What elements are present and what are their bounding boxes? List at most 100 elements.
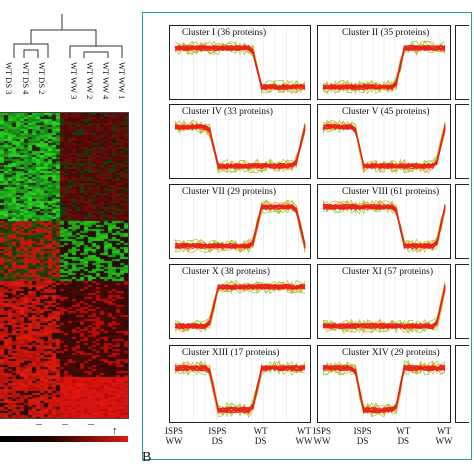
cluster-plot: Cluster I (36 proteins): [169, 25, 311, 100]
protein-profile-line: [322, 365, 446, 413]
scale-marker: ↑: [112, 425, 118, 437]
cluster-plot: Cluster VII (29 proteins): [169, 184, 311, 259]
protein-profile-line: [322, 364, 446, 414]
protein-profile-line: [322, 285, 446, 330]
x-axis-label-line2: WW: [165, 436, 183, 446]
cluster-profile-lines: [322, 26, 446, 99]
cluster-profile-lines: [322, 265, 446, 338]
x-axis-label: WT DS: [389, 426, 417, 446]
cluster-plot-partial: [455, 104, 469, 179]
x-axis-label-line1: WT: [396, 426, 411, 436]
x-axis-label-line1: WT: [253, 426, 268, 436]
cluster-plot: Cluster IV (33 proteins): [169, 104, 311, 179]
color-scale: [0, 436, 128, 442]
x-axis-label-line1: WT: [437, 426, 451, 436]
cluster-title: Cluster XI (57 proteins): [342, 267, 434, 277]
protein-profile-line: [174, 124, 306, 170]
cluster-title: Cluster VII (29 proteins): [182, 187, 277, 197]
cluster-plot: Cluster II (35 proteins): [317, 25, 451, 100]
protein-profile-line: [174, 364, 306, 412]
cluster-title: Cluster VIII (61 proteins): [342, 187, 440, 197]
x-axis-label-line2: DS: [211, 436, 224, 446]
x-axis-label: ISPS DS: [349, 426, 377, 446]
protein-profile-line: [174, 45, 306, 90]
cluster-title: Cluster IV (33 proteins): [182, 107, 273, 117]
cluster-profile-lines: [174, 185, 306, 258]
protein-profile-line: [322, 285, 446, 330]
cluster-profile-lines: [174, 265, 306, 338]
heatmap-frame: [0, 112, 129, 419]
protein-profile-line: [322, 124, 446, 169]
protein-profile-line: [322, 45, 446, 90]
heatmap-column-label: WT WW 2: [85, 62, 95, 100]
heatmap-column-label: WT DS 2: [37, 62, 47, 95]
protein-profile-line: [174, 283, 306, 330]
x-axis-label: ISPS WW: [308, 426, 336, 446]
protein-profile-line: [322, 203, 446, 249]
x-axis-label-line2: DS: [254, 436, 267, 446]
panel-b-border: [142, 12, 472, 460]
x-axis-label-line2: WW: [313, 436, 331, 446]
cluster-title: Cluster I (36 proteins): [182, 28, 267, 38]
cluster-plot-partial: [455, 345, 469, 423]
cluster-title: Cluster XIV (29 proteins): [342, 348, 440, 358]
x-axis-label-line2: WW: [295, 436, 313, 446]
protein-profile-line: [174, 45, 306, 90]
x-axis-label-line1: ISPS: [353, 426, 372, 436]
protein-profile-line: [174, 199, 306, 253]
x-axis-label: ISPS WW: [160, 426, 188, 446]
protein-profile-line: [322, 120, 446, 174]
dendrogram: [13, 14, 123, 58]
cluster-plot: Cluster VIII (61 proteins): [317, 184, 451, 259]
protein-profile-line: [322, 123, 446, 169]
heatmap-panel: WT DS 3 WT DS 4 WT DS 2 WT WW 3 WT WW 2 WT WW…: [0, 0, 136, 474]
protein-profile-line: [322, 361, 446, 418]
cluster-plot-partial: [455, 184, 469, 259]
protein-profile-line: [322, 45, 446, 91]
cluster-plot-partial: [455, 25, 469, 100]
cluster-plot: Cluster XIII (17 proteins): [169, 345, 311, 423]
cluster-plot: Cluster X (38 proteins): [169, 264, 311, 339]
cluster-title: Cluster X (38 proteins): [182, 267, 270, 277]
x-axis-label-line1: ISPS: [312, 426, 331, 436]
panel-b-label: B: [142, 450, 152, 465]
protein-profile-line: [174, 124, 306, 169]
x-axis-label-line2: DS: [397, 436, 410, 446]
x-axis-label: WT WW: [290, 426, 318, 446]
x-axis-label-line1: ISPS: [208, 426, 227, 436]
cluster-profile-lines: [174, 26, 306, 99]
cluster-profile-lines: [174, 105, 306, 178]
cluster-profiles-panel: Cluster I (36 proteins) Cluster II (35 pr…: [136, 0, 474, 474]
heatmap-column-label: WT WW 1: [117, 62, 127, 100]
cluster-plot-partial: [455, 264, 469, 339]
cluster-title: Cluster II (35 proteins): [342, 28, 430, 38]
x-axis-label-line2: DS: [356, 436, 369, 446]
x-axis-label: WT WW: [430, 426, 458, 446]
cluster-title: Cluster XIII (17 proteins): [182, 348, 280, 358]
protein-profile-line: [174, 204, 306, 249]
cluster-plot: Cluster V (45 proteins): [317, 104, 451, 179]
cluster-profile-lines: [174, 346, 306, 422]
protein-profile-line: [322, 204, 446, 250]
x-axis-label-line2: WW: [435, 436, 453, 446]
heatmap-column-label: WT WW 4: [101, 62, 111, 100]
protein-profile-line: [174, 204, 306, 250]
heatmap-column-label: WT DS 3: [4, 62, 14, 95]
heatmap-column-label: WT WW 3: [69, 62, 79, 100]
protein-profile-line: [174, 44, 306, 90]
cluster-profile-lines: [322, 185, 446, 258]
protein-profile-line: [322, 204, 446, 250]
x-axis-label-line1: ISPS: [164, 426, 183, 436]
cluster-title: Cluster V (45 proteins): [342, 107, 430, 117]
x-axis-label-line1: WT: [297, 426, 311, 436]
x-axis-label: ISPS DS: [203, 426, 231, 446]
cluster-profile-lines: [322, 346, 446, 422]
heatmap-column-label: WT DS 4: [21, 62, 31, 95]
heatmap-canvas: [0, 113, 128, 418]
color-scale-ticks: [0, 424, 128, 434]
x-axis-label: WT DS: [247, 426, 275, 446]
cluster-plot: Cluster XIV (29 proteins): [317, 345, 451, 423]
cluster-plot: Cluster XI (57 proteins): [317, 264, 451, 339]
protein-profile-line: [322, 45, 446, 91]
cluster-profile-lines: [322, 105, 446, 178]
